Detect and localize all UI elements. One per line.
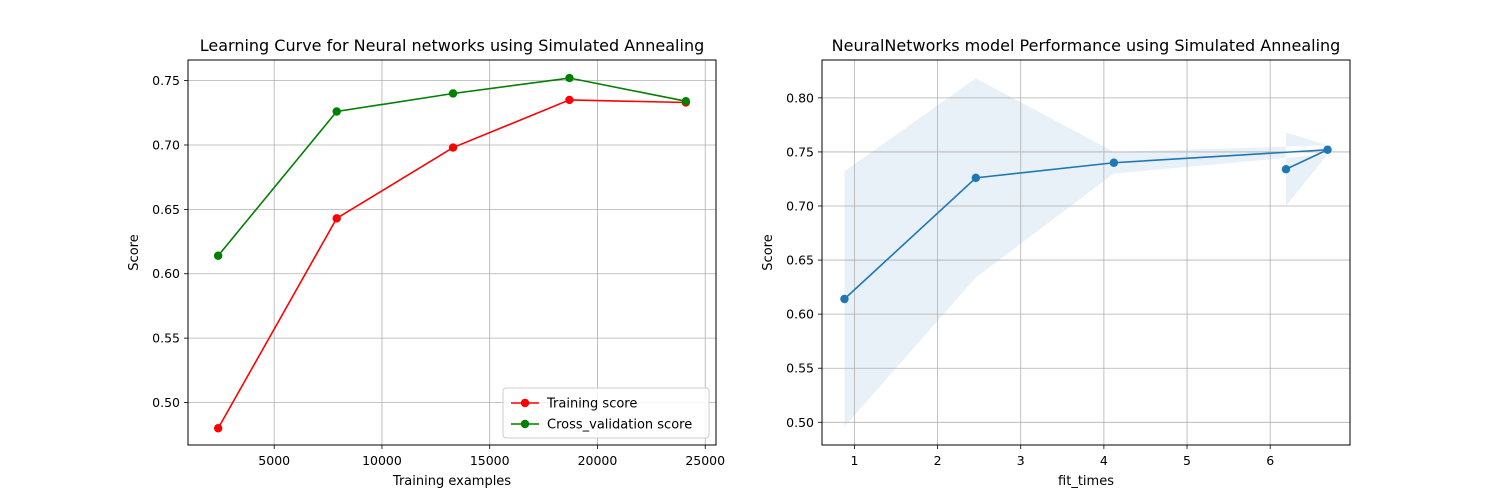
y-tick-label: 0.60 [152, 266, 180, 281]
x-tick-label: 1 [850, 453, 858, 468]
chart-title: Learning Curve for Neural networks using… [200, 36, 705, 55]
x-tick-label: 15000 [470, 453, 510, 468]
y-tick-label: 0.50 [152, 395, 180, 410]
y-axis-label: Score [127, 234, 142, 270]
legend-marker [520, 398, 530, 408]
confidence-band [844, 78, 1328, 427]
data-point [332, 214, 341, 223]
legend-label: Cross_validation score [547, 418, 692, 433]
y-tick-label: 0.70 [786, 198, 814, 213]
y-tick-label: 0.65 [152, 202, 180, 217]
x-tick-label: 4 [1100, 453, 1108, 468]
data-point [1281, 165, 1291, 174]
legend-marker [520, 419, 530, 429]
y-tick-label: 0.75 [152, 73, 180, 88]
data-point [840, 294, 849, 304]
legend-label: Training score [546, 397, 637, 412]
y-tick-label: 0.50 [786, 415, 814, 430]
x-tick-label: 20000 [578, 453, 618, 468]
series-line [217, 77, 686, 257]
data-point [332, 107, 341, 116]
plot-frame [187, 59, 717, 446]
data-point [971, 173, 981, 183]
y-tick-label: 0.60 [786, 307, 814, 322]
y-tick-label: 0.55 [786, 361, 814, 376]
y-tick-label: 0.55 [152, 331, 180, 346]
data-point [213, 424, 223, 433]
data-point [1109, 158, 1119, 167]
legend-item: Training score [511, 397, 637, 412]
x-tick-label: 5 [1183, 453, 1191, 468]
x-tick-label: 2 [934, 453, 942, 468]
y-tick-label: 0.80 [786, 90, 814, 105]
y-tick-label: 0.70 [152, 137, 180, 152]
chart-title: NeuralNetworks model Performance using S… [832, 36, 1341, 55]
data-point [448, 143, 458, 152]
plot-frame [821, 59, 1351, 446]
x-axis-label: fit_times [1058, 474, 1114, 489]
data-point [681, 97, 691, 106]
x-tick-label: 5000 [258, 453, 290, 468]
x-tick-label: 6 [1266, 453, 1274, 468]
performance-chart: 1 2 3 4 5 6 0.50 0.55 0.60 0.65 0.70 0.75 0.80 Neural… [761, 36, 1351, 489]
x-tick-label: 3 [1017, 453, 1025, 468]
data-point [565, 73, 574, 83]
legend-box [502, 387, 710, 439]
y-axis-label: Score [761, 234, 776, 270]
data-point [448, 89, 458, 98]
legend-item: Cross_validation score [511, 418, 692, 433]
x-tick-label: 25000 [685, 453, 725, 468]
data-point [565, 95, 574, 105]
learning-curve-chart: 5000 10000 15000 20000 25000 0.50 0.55 0.60 0.65… [127, 36, 725, 489]
y-tick-label: 0.75 [786, 144, 814, 159]
x-axis-label: Training examples [392, 474, 511, 489]
data-point [1323, 145, 1332, 154]
data-point [213, 251, 223, 260]
legend: Training score Cross_validation score [502, 387, 710, 439]
x-tick-label: 10000 [362, 453, 402, 468]
y-tick-label: 0.65 [786, 253, 814, 268]
